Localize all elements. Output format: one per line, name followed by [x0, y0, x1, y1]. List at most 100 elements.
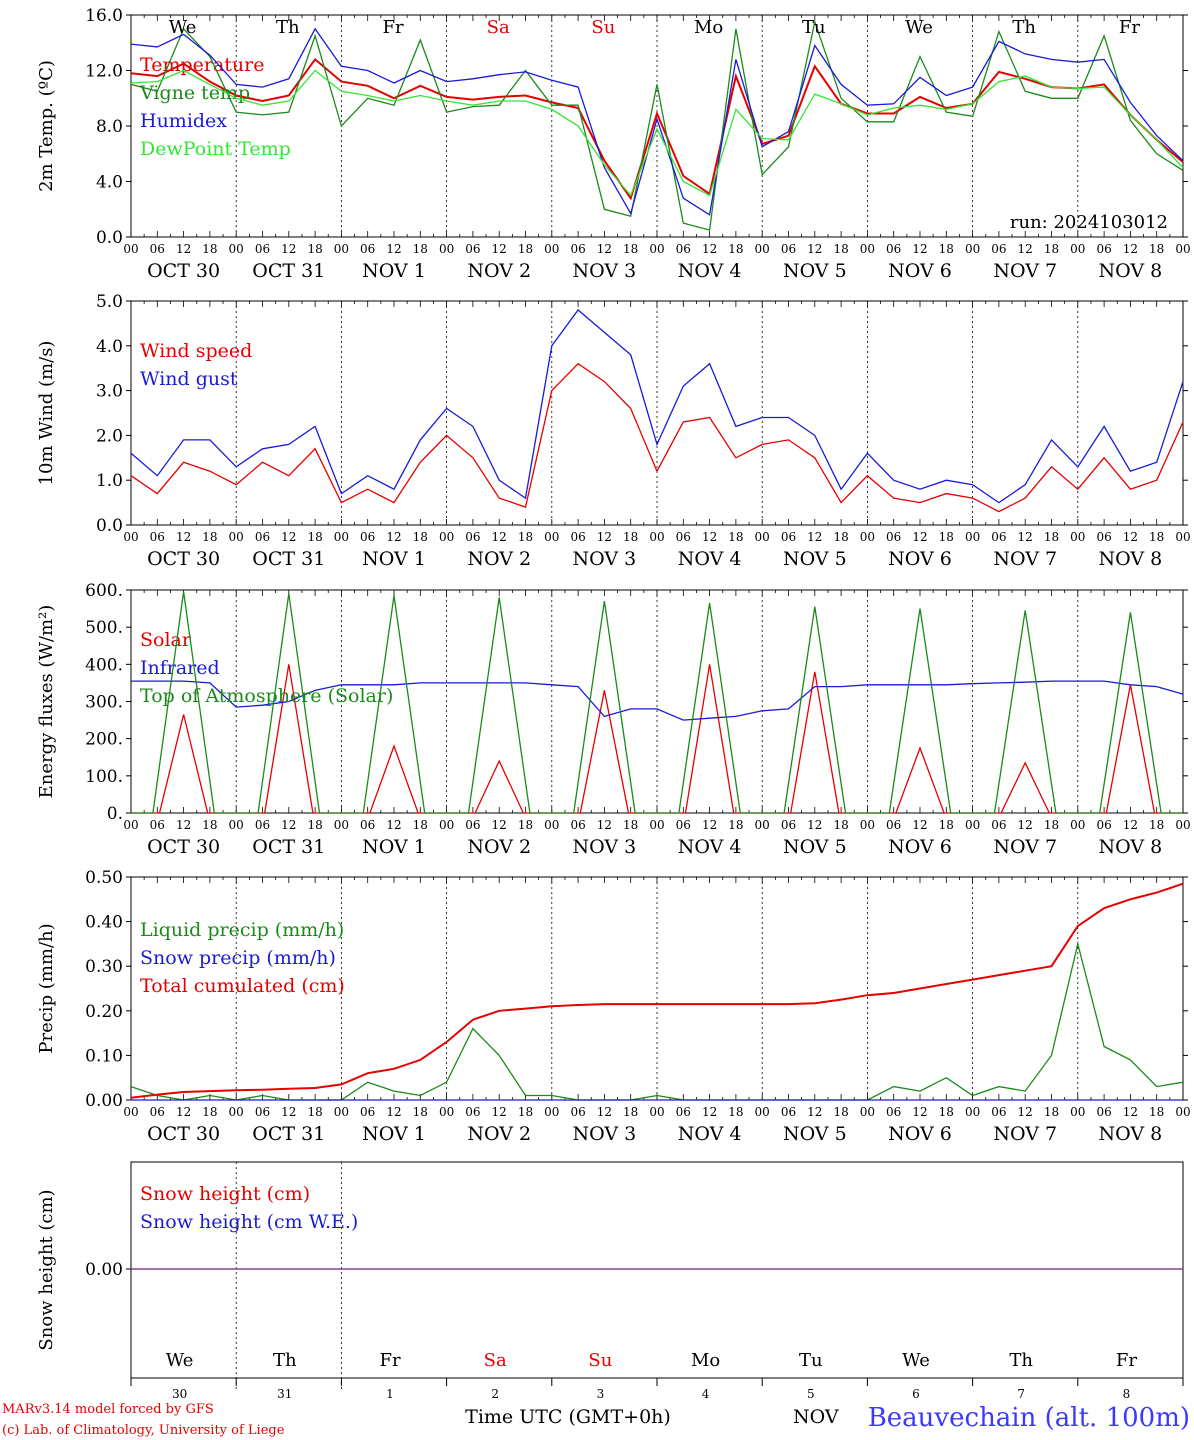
- hour-label: 06: [886, 242, 901, 256]
- hour-label: 12: [1018, 242, 1033, 256]
- hour-label: 00: [229, 530, 244, 544]
- y-tick-label: 0.40: [85, 913, 123, 933]
- hour-label: 06: [465, 242, 480, 256]
- hour-label: 18: [307, 818, 322, 832]
- hour-label: 06: [991, 530, 1006, 544]
- y-tick-label: 500.: [85, 618, 123, 638]
- series-line: [130, 19, 1184, 231]
- date-label: NOV 6: [888, 260, 952, 282]
- date-label: OCT 31: [252, 1123, 325, 1145]
- hour-label: 18: [1149, 530, 1164, 544]
- y-axis-label: 2m Temp. (ºC): [36, 60, 57, 192]
- date-label: NOV 2: [467, 260, 531, 282]
- hour-label: 00: [544, 530, 559, 544]
- run-annotation: run: 2024103012: [1010, 212, 1168, 233]
- weekday-label: Sa: [484, 1350, 507, 1371]
- legend-entry: Wind gust: [140, 368, 238, 390]
- date-label: NOV 3: [573, 836, 637, 858]
- hour-label: 12: [281, 242, 296, 256]
- hour-label: 06: [150, 1105, 165, 1119]
- y-axis-label: Snow height (cm): [36, 1189, 57, 1350]
- y-tick-label: 0.0: [96, 228, 123, 248]
- hour-label: 12: [702, 530, 717, 544]
- hour-label: 06: [255, 818, 270, 832]
- hour-label: 00: [439, 530, 454, 544]
- hour-label: 00: [755, 242, 770, 256]
- hour-label: 12: [386, 1105, 401, 1119]
- y-tick-label: 0.0: [96, 516, 123, 536]
- hour-label: 12: [597, 1105, 612, 1119]
- hour-label: 18: [728, 818, 743, 832]
- series-line: [130, 309, 1184, 504]
- date-label: NOV 1: [362, 260, 426, 282]
- hour-label: 06: [570, 1105, 585, 1119]
- series-line: [130, 882, 1184, 1099]
- hour-label: 00: [1070, 818, 1085, 832]
- weekday-label: Th: [1012, 17, 1036, 38]
- legend-entry: Snow height (cm W.E.): [140, 1211, 358, 1233]
- hour-label: 00: [1175, 530, 1190, 544]
- weekday-label: Fr: [1119, 17, 1140, 38]
- hour-label: 00: [1175, 242, 1190, 256]
- weekday-label: Th: [1009, 1350, 1033, 1371]
- footer: MARv3.14 model forced by GFS (c) Lab. of…: [2, 1402, 1190, 1438]
- date-label: OCT 31: [252, 260, 325, 282]
- y-tick-label: 5.0: [96, 292, 123, 312]
- hour-label: 00: [965, 242, 980, 256]
- weekday-label: Mo: [691, 1350, 720, 1371]
- weekday-label: We: [902, 1350, 930, 1371]
- hour-label: 00: [334, 530, 349, 544]
- date-label: NOV 1: [362, 548, 426, 570]
- hour-label: 12: [912, 530, 927, 544]
- date-label: NOV 7: [993, 260, 1057, 282]
- y-axis-label: 10m Wind (m/s): [36, 341, 57, 486]
- series-line: [130, 69, 1184, 197]
- weekday-label: Fr: [1116, 1350, 1137, 1371]
- date-label: OCT 31: [252, 836, 325, 858]
- hour-label: 18: [518, 1105, 533, 1119]
- hour-label: 18: [1044, 818, 1059, 832]
- hour-label: 18: [728, 530, 743, 544]
- legend-entry: Solar: [140, 629, 192, 651]
- hour-label: 06: [570, 530, 585, 544]
- hour-label: 18: [518, 530, 533, 544]
- hour-label: 06: [1096, 530, 1111, 544]
- hour-label: 18: [623, 242, 638, 256]
- hour-label: 00: [965, 530, 980, 544]
- hour-label: 00: [334, 242, 349, 256]
- day-number: 3: [597, 1387, 605, 1401]
- hour-label: 06: [991, 242, 1006, 256]
- date-label: NOV 3: [573, 1123, 637, 1145]
- hour-label: 12: [176, 242, 191, 256]
- date-label: NOV 2: [467, 1123, 531, 1145]
- hour-label: 12: [702, 818, 717, 832]
- hour-label: 18: [518, 242, 533, 256]
- hour-label: 06: [465, 530, 480, 544]
- hour-label: 12: [1123, 242, 1138, 256]
- hour-label: 18: [1149, 1105, 1164, 1119]
- hour-label: 00: [439, 818, 454, 832]
- hour-label: 18: [202, 818, 217, 832]
- day-number: 31: [277, 1387, 292, 1401]
- hour-label: 12: [1123, 1105, 1138, 1119]
- weekday-label: Fr: [382, 17, 403, 38]
- weekday-label: We: [905, 17, 933, 38]
- hour-label: 06: [1096, 818, 1111, 832]
- hour-label: 00: [965, 1105, 980, 1119]
- hour-label: 18: [833, 242, 848, 256]
- date-label: NOV 4: [678, 548, 742, 570]
- day-number: 5: [807, 1387, 815, 1401]
- y-tick-label: 300.: [85, 693, 123, 713]
- hour-label: 18: [623, 818, 638, 832]
- nov-label: NOV: [793, 1406, 839, 1428]
- hour-label: 12: [1123, 818, 1138, 832]
- hour-label: 00: [334, 818, 349, 832]
- legend-entry: Vigne temp: [139, 82, 250, 104]
- hour-label: 18: [202, 242, 217, 256]
- hour-label: 06: [465, 818, 480, 832]
- legend-entry: Snow height (cm): [140, 1183, 310, 1205]
- hour-label: 06: [150, 530, 165, 544]
- hour-label: 00: [755, 1105, 770, 1119]
- hour-label: 18: [1149, 818, 1164, 832]
